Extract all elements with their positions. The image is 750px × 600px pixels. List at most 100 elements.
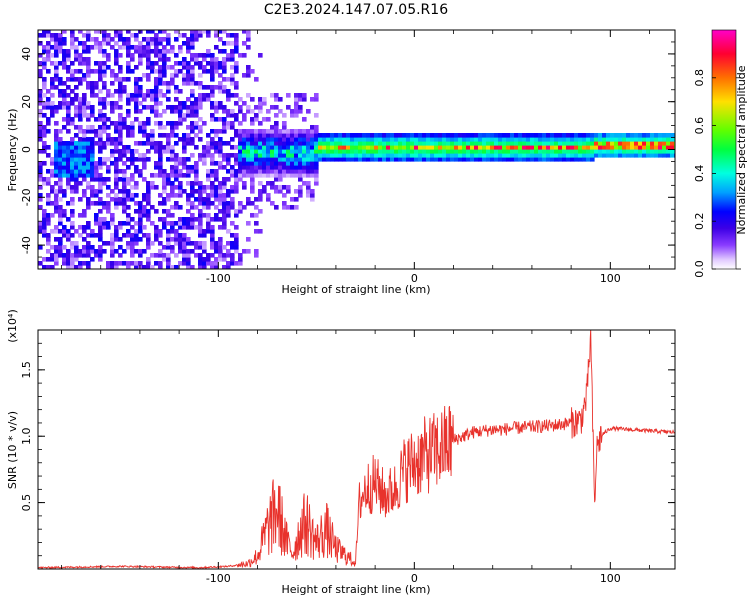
spectrogram-cell [94,169,99,174]
spectrogram-cell [114,49,119,54]
spectrogram-cell [518,153,523,158]
spectrogram-cell [82,61,87,66]
spectrogram-cell [242,185,247,190]
spectrogram-cell [138,85,143,90]
spectrogram-cell [70,169,75,174]
spectrogram-cell [302,161,307,166]
spectrogram-cell [146,133,151,138]
spectrogram-cell [270,133,275,138]
spectrogram-cell [534,145,539,150]
spectrogram-cell [214,169,219,174]
spectrogram-cell [642,149,647,154]
spectrogram-cell [238,53,243,58]
spectrogram-cell [186,261,191,266]
spectrogram-cell [458,137,463,142]
y-tick-label: 0.5 [20,494,33,512]
spectrogram-cell [106,93,111,98]
spectrogram-cell [374,141,379,146]
spectrogram-cell [622,149,627,154]
spectrogram-cell [490,149,495,154]
spectrogram-cell [262,137,267,142]
spectrogram-cell [46,169,51,174]
spectrogram-cell [170,265,175,269]
spectrogram-cell [234,209,239,214]
spectrogram-cell [42,65,47,70]
spectrogram-cell [198,253,203,258]
spectrogram-cell [138,253,143,258]
spectrogram-cell [166,221,171,226]
spectrogram-cell [190,141,195,146]
spectrogram-cell [502,149,507,154]
spectrogram-cell [102,113,107,118]
spectrogram-cell [170,245,175,250]
spectrogram-cell [42,149,47,154]
spectrogram-cell [302,137,307,142]
spectrogram-cell [378,141,383,146]
spectrogram-cell [626,153,631,158]
spectrogram-cell [218,185,223,190]
spectrogram-cell [166,145,171,150]
spectrogram-cell [78,113,83,118]
spectrogram-cell [94,201,99,206]
y-tick-label: -20 [20,188,33,206]
spectrogram-cell [150,185,155,190]
spectrogram-cell [466,145,471,150]
spectrogram-cell [90,165,95,170]
spectrogram-cell [350,157,355,162]
spectrogram-cell [162,45,167,50]
spectrogram-cell [98,129,103,134]
spectrogram-cell [66,161,71,166]
spectrogram-cell [206,225,211,230]
spectrogram-cell [594,137,599,142]
spectrogram-cell [70,201,75,206]
spectrogram-cell [62,125,67,130]
spectrogram-cell [66,237,71,242]
spectrogram-cell [270,129,275,134]
spectrogram-cell [182,113,187,118]
spectrogram-cell [134,249,139,254]
spectrogram-cell [282,133,287,138]
spectrogram-cell [90,81,95,86]
spectrogram-cell [590,157,595,162]
spectrogram-cell [506,137,511,142]
spectrogram-cell [146,37,151,42]
spectrogram-cell [182,189,187,194]
spectrogram-cell [46,45,51,50]
spectrogram-cell [198,65,203,70]
spectrogram-cell [42,133,47,138]
spectrogram-cell [58,229,63,234]
spectrogram-cell [426,133,431,138]
spectrogram-cell [190,89,195,94]
spectrogram-cell [282,137,287,142]
spectrogram-cell [142,141,147,146]
spectrogram-cell [282,149,287,154]
spectrogram-cell [94,161,99,166]
spectrogram-cell [242,133,247,138]
spectrogram-cell [298,141,303,146]
spectrogram-cell [130,233,135,238]
spectrogram-cell [54,49,59,54]
spectrogram-cell [306,109,311,114]
spectrogram-cell [38,69,43,74]
spectrogram-cell [58,197,63,202]
spectrogram-cell [38,133,43,138]
spectrogram-cell [194,105,199,110]
spectrogram-cell [514,141,519,146]
spectrogram-cell [42,217,47,222]
spectrogram-cell [142,193,147,198]
spectrogram-cell [242,161,247,166]
x-tick-label: 100 [600,272,621,285]
spectrogram-cell [158,30,163,34]
spectrogram-cell [114,233,119,238]
spectrogram-cell [250,145,255,150]
spectrogram-cell [302,153,307,158]
spectrogram-cell [294,173,299,178]
spectrogram-cell [102,241,107,246]
spectrogram-cell [534,133,539,138]
spectrogram-cell [442,141,447,146]
spectrogram-cell [58,205,63,210]
spectrogram-cell [370,141,375,146]
spectrogram-cell [78,77,83,82]
spectrogram-cell [42,101,47,106]
spectrogram-cell [258,209,263,214]
